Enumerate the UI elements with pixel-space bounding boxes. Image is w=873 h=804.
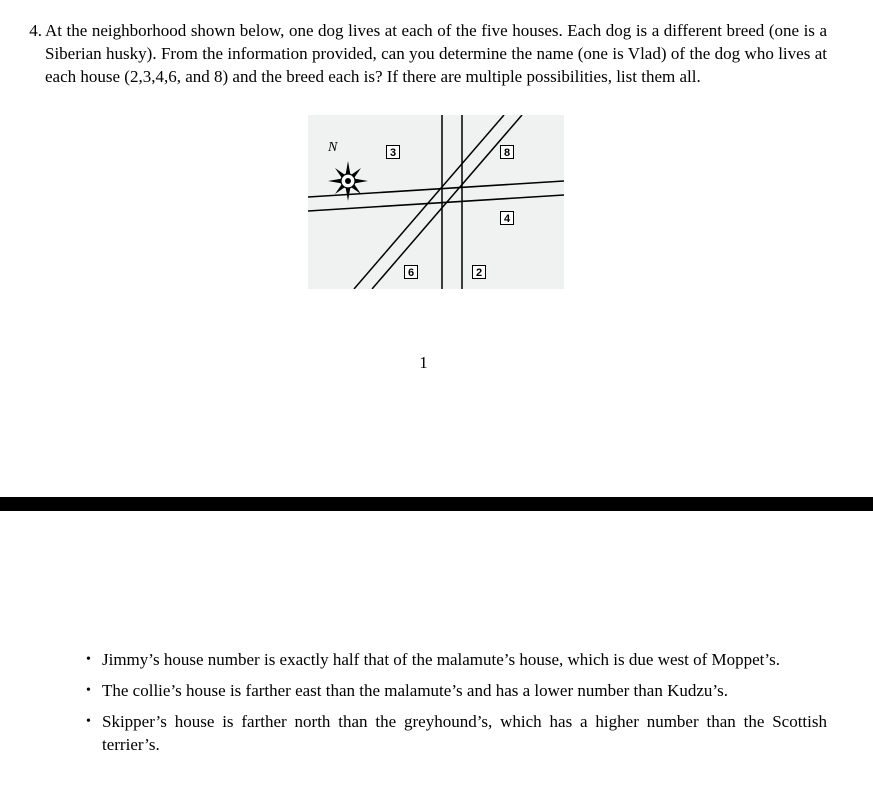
page-number: 1 (20, 352, 827, 375)
clue-item: • Jimmy’s house number is exactly half t… (86, 649, 827, 672)
figure-wrap: N 3 8 4 6 2 (45, 115, 827, 296)
neighborhood-figure: N 3 8 4 6 2 (308, 115, 564, 289)
problem-body: At the neighborhood shown below, one dog… (45, 20, 827, 296)
bullet-icon: • (86, 711, 102, 733)
problem-text: At the neighborhood shown below, one dog… (45, 20, 827, 89)
north-label: N (328, 139, 337, 158)
clue-item: • Skipper’s house is farther north than … (86, 711, 827, 757)
road-svg (308, 115, 564, 289)
clue-text: Jimmy’s house number is exactly half tha… (102, 649, 827, 672)
clue-text: The collie’s house is farther east than … (102, 680, 827, 703)
clue-item: • The collie’s house is farther east tha… (86, 680, 827, 703)
lower-page: • Jimmy’s house number is exactly half t… (0, 511, 873, 804)
document-page: 4. At the neighborhood shown below, one … (0, 0, 873, 804)
bullet-icon: • (86, 649, 102, 671)
bullet-icon: • (86, 680, 102, 702)
house-8: 8 (500, 145, 514, 159)
problem-number: 4. (20, 20, 45, 43)
house-4: 4 (500, 211, 514, 225)
clue-text: Skipper’s house is farther north than th… (102, 711, 827, 757)
problem-block: 4. At the neighborhood shown below, one … (20, 20, 827, 296)
house-6: 6 (404, 265, 418, 279)
house-2: 2 (472, 265, 486, 279)
upper-page: 4. At the neighborhood shown below, one … (0, 0, 873, 375)
house-3: 3 (386, 145, 400, 159)
page-separator (0, 497, 873, 511)
